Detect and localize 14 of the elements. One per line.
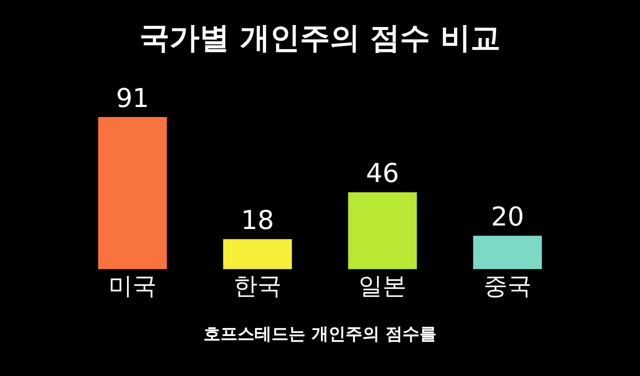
bar: [98, 117, 167, 270]
x-tick-label: 미국: [108, 272, 156, 300]
bar: [223, 239, 292, 270]
x-tick-label: 중국: [484, 272, 532, 300]
data-label: 46: [366, 159, 400, 190]
data-label: 91: [116, 84, 150, 114]
text: 호프스테드는 개인주의 점수를: [204, 324, 436, 344]
data-label: 20: [490, 202, 524, 233]
chart-title: 국가별 개인주의 점수 비교: [139, 20, 501, 56]
x-tick-label: 한국: [234, 272, 282, 300]
bar: [473, 236, 542, 270]
x-tick-label: 일본: [358, 272, 406, 300]
data-label: 18: [240, 206, 274, 236]
bar: [348, 192, 417, 270]
